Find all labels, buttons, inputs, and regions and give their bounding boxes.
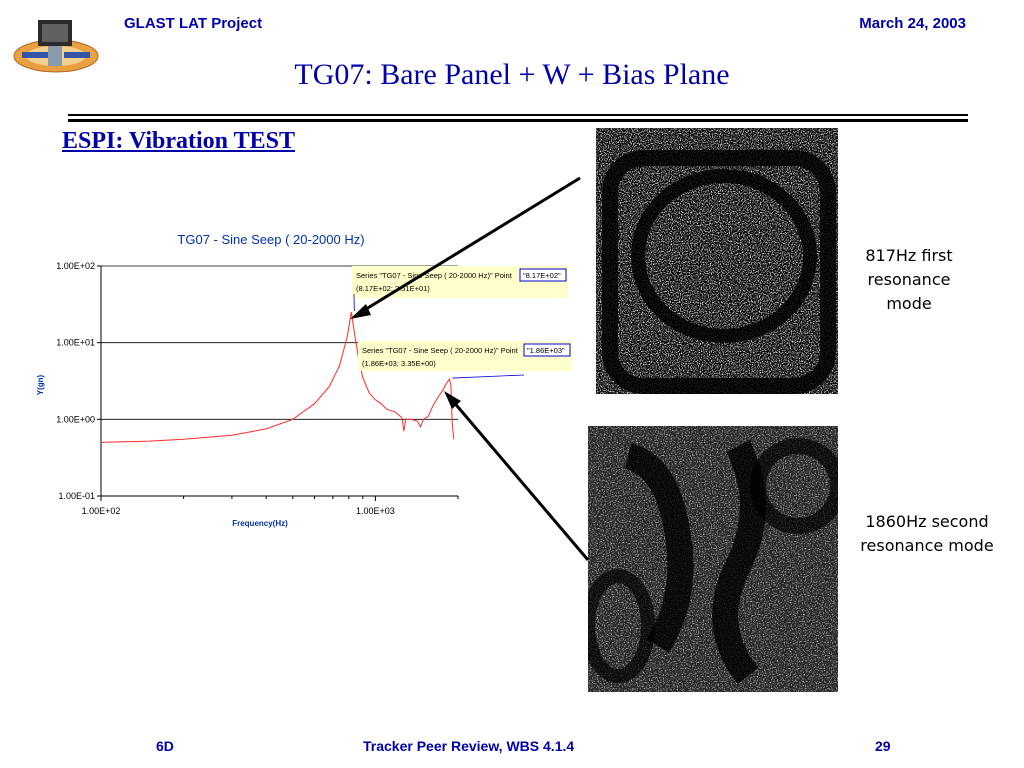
mode2-caption: 1860Hz second resonance mode <box>860 512 994 555</box>
x-tick-label: 1.00E+02 <box>82 506 121 516</box>
slide-title: TG07: Bare Panel + W + Bias Plane <box>294 58 730 91</box>
section-heading: ESPI: Vibration TEST <box>62 128 295 154</box>
annotation-callout: Series "TG07 - Sine Seep ( 20-2000 Hz)" … <box>352 266 568 312</box>
espi-image-mode1 <box>596 128 838 394</box>
chart-axes <box>97 265 459 501</box>
annotation-series-text: Series "TG07 - Sine Seep ( 20-2000 Hz)" … <box>356 271 513 280</box>
espi-image-mode2 <box>588 426 838 692</box>
annotation-callout: Series "TG07 - Sine Seep ( 20-2000 Hz)" … <box>358 341 572 379</box>
title-rule-thick <box>68 119 968 122</box>
annotation-value-text: (1.86E+03; 3.35E+00) <box>362 359 436 368</box>
title-rule-thin <box>68 114 968 116</box>
presentation-date: March 24, 2003 <box>859 15 966 32</box>
annotation-series-text: Series "TG07 - Sine Seep ( 20-2000 Hz)" … <box>362 346 519 355</box>
mode1-caption: 817Hz first resonance mode <box>865 246 953 313</box>
glast-logo <box>8 12 104 84</box>
project-name: GLAST LAT Project <box>124 15 263 32</box>
footer-section: 6D <box>156 738 174 754</box>
footer-page-number: 29 <box>875 738 891 754</box>
series-line <box>100 311 455 443</box>
y-tick-label: 1.00E+00 <box>56 414 95 424</box>
annotation-point-box <box>523 343 571 357</box>
annotation-point-box <box>519 268 567 282</box>
chart-annotations: Series "TG07 - Sine Seep ( 20-2000 Hz)" … <box>352 266 572 379</box>
y-axis-label: Y(gn) <box>36 374 45 395</box>
y-tick-label: 1.00E+02 <box>56 261 95 271</box>
annotation-leader <box>452 374 525 379</box>
annotation-point-text: "1.86E+03" <box>527 346 565 355</box>
chart-series <box>100 311 455 443</box>
x-tick-label: 1.00E+03 <box>356 506 395 516</box>
x-axis-label: Frequency(Hz) <box>232 519 288 528</box>
footer-center: Tracker Peer Review, WBS 4.1.4 <box>363 738 575 754</box>
y-tick-label: 1.00E+01 <box>56 338 95 348</box>
annotation-value-text: (8.17E+02; 2.51E+01) <box>356 284 430 293</box>
chart-title: TG07 - Sine Seep ( 20-2000 Hz) <box>177 232 364 247</box>
y-tick-label: 1.00E-01 <box>58 491 95 501</box>
callout-arrows <box>350 176 590 561</box>
chart-tick-labels: 1.00E-01 1.00E+00 1.00E+01 1.00E+02 1.00E+02… <box>56 261 395 516</box>
annotation-point-text: "8.17E+02" <box>523 271 561 280</box>
